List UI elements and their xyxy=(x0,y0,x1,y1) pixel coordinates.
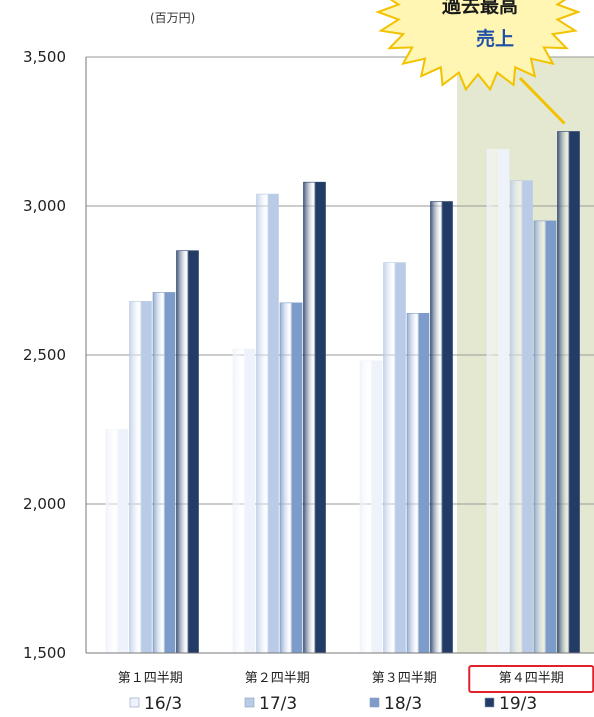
y-tick-label: 1,500 xyxy=(23,644,66,662)
bar-17-3-q2: 17/3 第２四半期: 3040 xyxy=(256,193,279,654)
category-label: 第２四半期 xyxy=(245,671,310,686)
legend-swatch xyxy=(129,697,140,708)
legend-swatch xyxy=(369,697,380,708)
legend-entry: 19/3 xyxy=(499,694,537,714)
legend-entry: 17/3 xyxy=(259,694,297,714)
bar-17-3-q4: 17/3 第４四半期: 3085 xyxy=(510,180,533,654)
bar-16-3-q2: 16/3 第２四半期: 2520 xyxy=(232,348,256,654)
unit-label: (百万円) xyxy=(150,11,195,25)
callout-line-2: 売上 xyxy=(476,27,514,50)
y-tick-label: 3,000 xyxy=(23,197,66,215)
bar-16-3-q4: 16/3 第４四半期: 3190 xyxy=(486,149,510,654)
legend-swatch xyxy=(244,697,255,708)
callout-pointer xyxy=(518,76,566,125)
category-label: 第１四半期 xyxy=(118,671,183,686)
bar-16-3-q1: 16/3 第１四半期: 2250 xyxy=(105,429,129,654)
category-label: 第４四半期 xyxy=(499,671,564,686)
legend-entry: 16/3 xyxy=(144,694,182,714)
y-tick-label: 2,000 xyxy=(23,495,66,513)
y-tick-label: 2,500 xyxy=(23,346,66,364)
starburst-callout xyxy=(375,0,581,92)
bar-18-3-q3: 18/3 第３四半期: 2640 xyxy=(406,312,430,654)
bar-19-3-q3: 19/3 第３四半期: 3015 xyxy=(430,201,453,654)
bar-16-3-q3: 16/3 第３四半期: 2480 xyxy=(359,360,383,654)
bar-19-3-q4: 19/3 第４四半期: 3250 xyxy=(557,131,580,654)
bar-19-3-q2: 19/3 第２四半期: 3080 xyxy=(303,181,326,654)
bar-18-3-q4: 18/3 第４四半期: 2950 xyxy=(533,220,557,654)
bar-19-3-q1: 19/3 第１四半期: 2850 xyxy=(176,250,199,654)
bar-17-3-q1: 17/3 第１四半期: 2680 xyxy=(129,301,152,654)
category-label: 第３四半期 xyxy=(372,671,437,686)
legend-swatch xyxy=(484,697,495,708)
bar-17-3-q3: 17/3 第３四半期: 2810 xyxy=(383,262,406,654)
bar-18-3-q2: 18/3 第２四半期: 2675 xyxy=(279,302,303,654)
legend-entry: 18/3 xyxy=(384,694,422,714)
callout-line-1: 過去最高 xyxy=(442,0,518,17)
y-tick-label: 3,500 xyxy=(23,48,66,66)
bar-18-3-q1: 18/3 第１四半期: 2710 xyxy=(152,292,176,654)
highlight-box xyxy=(468,665,594,693)
